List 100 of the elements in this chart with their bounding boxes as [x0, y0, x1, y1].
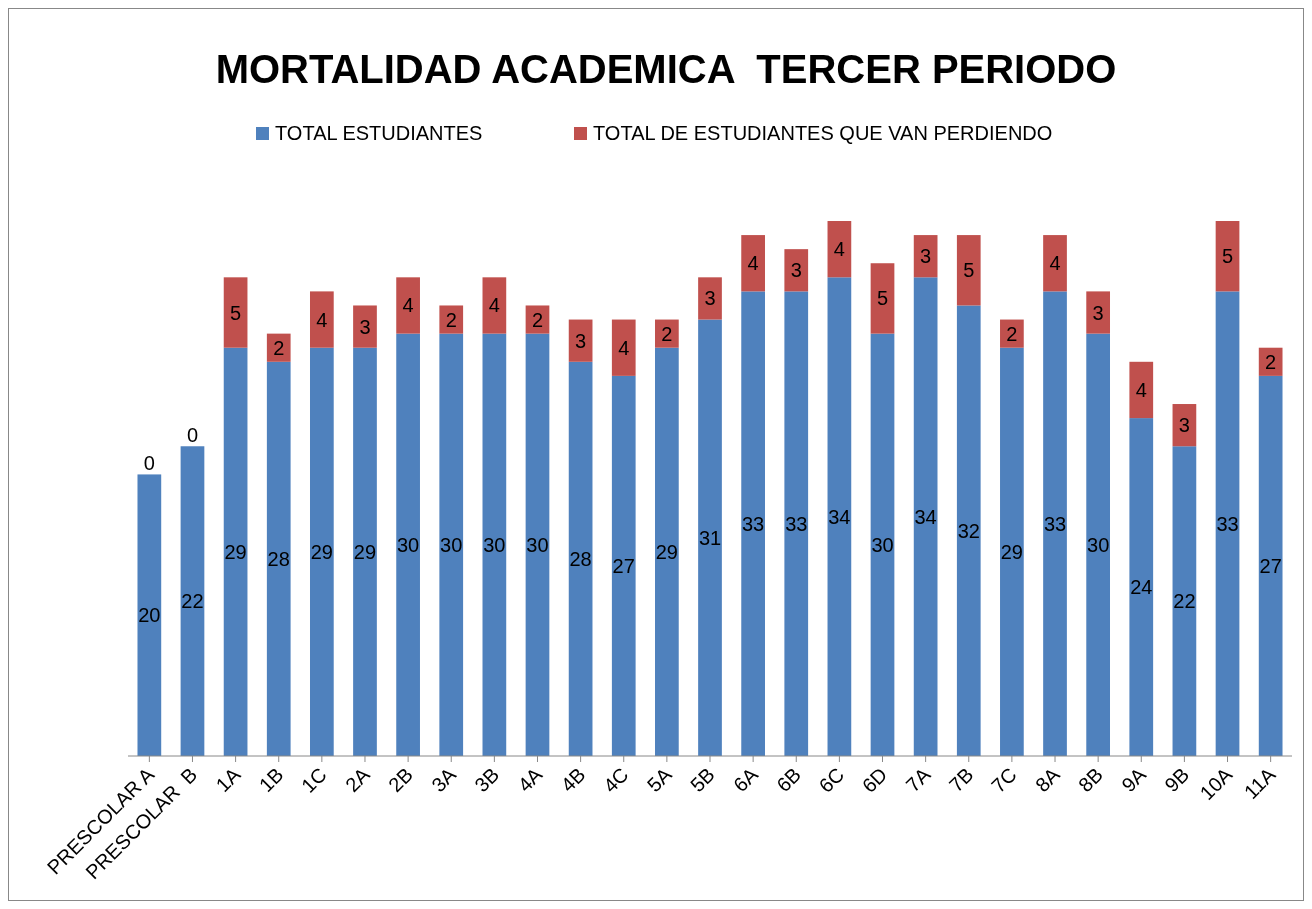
- x-tick-label: 3A: [427, 762, 461, 797]
- data-label: 29: [224, 540, 247, 563]
- x-tick-label: 1B: [254, 763, 288, 797]
- data-label: 2: [531, 308, 544, 331]
- bar: [1043, 291, 1067, 756]
- bar: [1258, 375, 1283, 756]
- x-tick-label: 11A: [1239, 762, 1280, 803]
- data-label: 27: [1259, 554, 1282, 577]
- bar: [741, 291, 765, 756]
- data-label: 5: [876, 287, 889, 310]
- x-tick-label: 6B: [772, 763, 806, 797]
- data-label: 3: [920, 245, 932, 268]
- data-label: 0: [143, 452, 155, 475]
- bar: [1172, 446, 1197, 756]
- data-label: 4: [833, 238, 845, 261]
- x-tick-label: 6A: [729, 762, 763, 797]
- x-tick-label: 2B: [384, 763, 417, 797]
- bar: [611, 319, 636, 376]
- bar: [698, 277, 722, 320]
- data-label: 29: [353, 540, 377, 563]
- data-label: 29: [1000, 540, 1024, 563]
- data-label: 22: [1173, 590, 1196, 613]
- data-label: 30: [396, 533, 420, 556]
- bar: [396, 277, 420, 334]
- data-label: 5: [1221, 245, 1234, 268]
- data-label: 33: [742, 512, 765, 535]
- data-label: 30: [1087, 533, 1110, 556]
- bar: [827, 221, 852, 278]
- data-label: 33: [1216, 512, 1239, 535]
- x-tick-label: 6D: [857, 763, 892, 797]
- data-label: 3: [704, 287, 716, 310]
- data-label: 29: [310, 540, 333, 563]
- data-label: 2: [661, 322, 673, 345]
- x-tick-label: 8B: [1074, 763, 1107, 797]
- bar: [1215, 291, 1240, 756]
- bar: [870, 333, 895, 756]
- bar: [1043, 235, 1067, 292]
- data-label: 34: [828, 505, 851, 528]
- bar: [1129, 361, 1154, 419]
- x-tick-label: 4A: [513, 762, 547, 797]
- x-tick-label: 4C: [598, 763, 633, 797]
- legend-label: TOTAL ESTUDIANTES: [275, 122, 483, 144]
- bar: [698, 319, 722, 756]
- bar: [568, 361, 593, 756]
- legend-label: TOTAL DE ESTUDIANTES QUE VAN PERDIENDO: [593, 122, 1053, 144]
- bar: [1000, 347, 1024, 756]
- bar: [1215, 221, 1240, 292]
- data-label: 24: [1130, 576, 1153, 599]
- x-tick-label: 2A: [340, 762, 375, 797]
- data-label: 5: [230, 301, 242, 324]
- data-label: 31: [698, 526, 722, 549]
- data-label: 20: [138, 604, 161, 627]
- bar: [482, 277, 507, 334]
- x-tick-label: 5A: [642, 762, 677, 797]
- data-label: 4: [618, 336, 630, 359]
- x-tick-label: 6C: [814, 763, 849, 797]
- bar: [1129, 418, 1154, 756]
- bar: [913, 277, 938, 756]
- data-label: 2: [445, 308, 457, 331]
- data-label: 3: [1092, 301, 1104, 324]
- data-label: 33: [785, 512, 808, 535]
- bar: [741, 235, 765, 292]
- data-label: 33: [1043, 512, 1067, 535]
- data-label: 30: [871, 533, 894, 556]
- data-label: 30: [526, 533, 549, 556]
- data-label: 0: [186, 424, 199, 447]
- data-label: 30: [483, 533, 506, 556]
- data-label: 4: [747, 252, 759, 275]
- data-label: 4: [1049, 252, 1061, 275]
- data-label: 2: [273, 336, 285, 359]
- bar: [784, 249, 809, 292]
- bar: [439, 333, 464, 756]
- bar: [956, 305, 981, 756]
- bar: [223, 277, 248, 348]
- bar: [611, 375, 636, 756]
- bar: [137, 474, 162, 756]
- bar: [353, 347, 377, 756]
- data-label: 2: [1006, 322, 1018, 345]
- x-tick-label: 5B: [685, 763, 719, 797]
- x-tick-label: 9A: [1117, 762, 1151, 797]
- bar: [827, 277, 852, 756]
- data-label: 3: [1178, 414, 1190, 437]
- data-label: 27: [612, 554, 635, 577]
- bar: [482, 333, 507, 756]
- bar: [655, 347, 679, 756]
- bar: [310, 291, 334, 348]
- data-label: 28: [267, 547, 290, 570]
- x-tick-label: 1C: [297, 763, 331, 797]
- x-tick-label: 3B: [470, 763, 504, 797]
- x-tick-label: 7B: [944, 763, 978, 797]
- x-tick-label: 8A: [1030, 762, 1065, 797]
- bar: [1086, 291, 1110, 334]
- data-label: 3: [790, 259, 802, 282]
- data-label: 3: [359, 315, 371, 338]
- chart-title: MORTALIDAD ACADEMICA TERCER PERIODO: [215, 47, 1117, 91]
- bar: [223, 347, 248, 756]
- bar: [310, 347, 334, 756]
- bar: [1086, 333, 1110, 756]
- data-label: 2: [1265, 350, 1277, 373]
- data-label: 4: [1135, 378, 1147, 401]
